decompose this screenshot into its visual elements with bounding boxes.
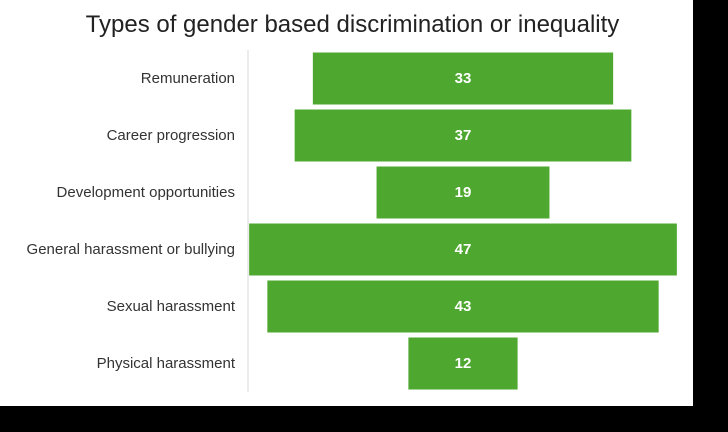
bar (408, 337, 518, 390)
chart-title: Types of gender based discrimination or … (85, 11, 620, 38)
data-label: 47 (455, 241, 472, 258)
category-label: Career progression (107, 127, 235, 144)
category-label: Development opportunities (57, 184, 235, 201)
data-label: 33 (455, 70, 472, 87)
data-label: 43 (455, 298, 472, 315)
category-label: Physical harassment (97, 355, 236, 372)
bar (376, 166, 550, 219)
chart-plot: 33 Remuneration 37 Career progression 19 Deve… (27, 50, 677, 392)
data-label: 37 (455, 127, 472, 144)
bar (249, 223, 677, 276)
bar (267, 280, 659, 333)
bar (294, 109, 632, 162)
category-label: Remuneration (141, 70, 235, 87)
category-label: General harassment or bullying (27, 241, 235, 258)
chart-card: Types of gender based discrimination or … (0, 0, 693, 406)
category-label: Sexual harassment (107, 298, 236, 315)
bar (312, 52, 614, 105)
data-label: 12 (455, 355, 472, 372)
data-label: 19 (455, 184, 472, 201)
